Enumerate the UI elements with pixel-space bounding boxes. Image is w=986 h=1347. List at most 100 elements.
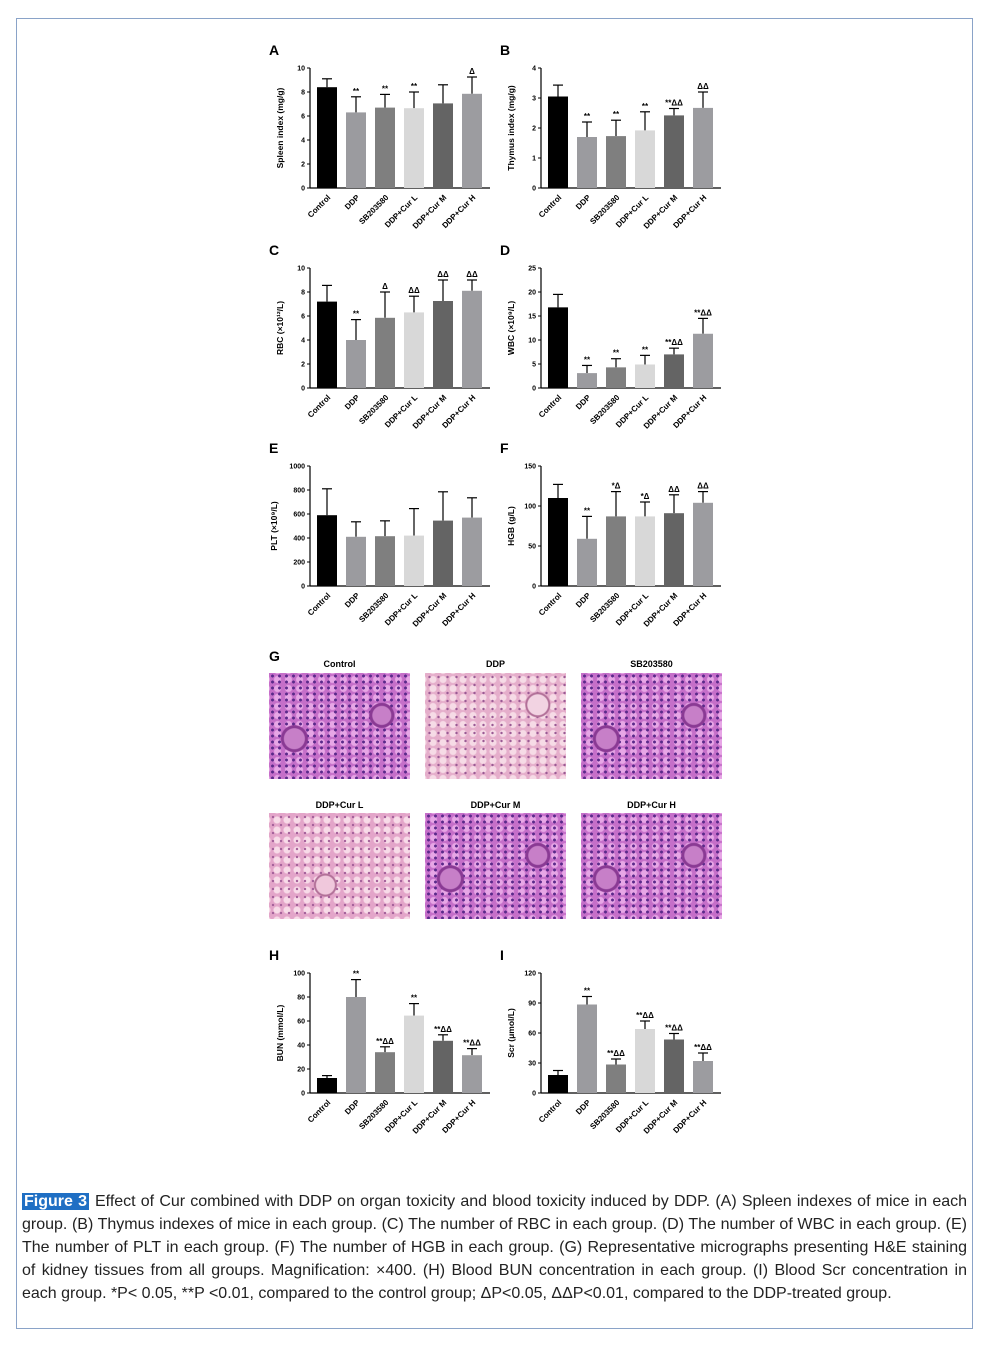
significance-label: *Δ	[612, 482, 621, 491]
significance-label: **	[353, 970, 360, 979]
y-tick-label: 0	[532, 186, 536, 193]
micrograph-title: SB203580	[630, 659, 673, 669]
bar-sb203580	[606, 1064, 626, 1093]
micrograph-control	[269, 673, 410, 779]
bar-ddp-cur-l	[635, 130, 655, 188]
x-tick-label: DDP	[343, 591, 362, 610]
micrograph-ddp-cur-h	[581, 813, 722, 919]
bar-ddp	[346, 112, 366, 188]
bar-ddp-cur-m	[433, 1040, 453, 1093]
bar-ddp-cur-m	[664, 354, 684, 388]
figure-caption: Figure 3 Effect of Cur combined with DDP …	[22, 1190, 967, 1305]
caption-text: Effect of Cur combined with DDP on organ…	[22, 1193, 968, 1302]
bar-ddp	[577, 538, 597, 586]
bar-ddp	[577, 373, 597, 388]
significance-label: **ΔΔ	[665, 1024, 683, 1033]
bar-ddp-cur-h	[462, 1055, 482, 1093]
bar-control	[317, 301, 337, 388]
x-tick-label: Control	[306, 193, 332, 219]
y-axis-label: HGB (g/L)	[506, 506, 516, 546]
significance-label: **ΔΔ	[434, 1025, 452, 1034]
micrograph-title: DDP+Cur H	[627, 800, 676, 810]
bar-ddp-cur-h	[462, 290, 482, 388]
bar-ddp-cur-h	[693, 502, 713, 586]
significance-label: ΔΔ	[408, 286, 420, 295]
significance-label: ΔΔ	[697, 82, 709, 91]
y-tick-label: 10	[297, 266, 305, 273]
significance-label: ΔΔ	[697, 482, 709, 491]
x-tick-label: Control	[306, 591, 332, 617]
significance-label: **ΔΔ	[636, 1011, 654, 1020]
y-tick-label: 4	[532, 66, 536, 73]
micrograph-ddp-cur-m	[425, 813, 566, 919]
y-tick-label: 100	[293, 971, 305, 978]
significance-label: **	[584, 355, 591, 364]
panel-label: F	[500, 440, 509, 456]
bar-ddp	[346, 340, 366, 388]
micrograph-title: DDP+Cur M	[470, 800, 521, 810]
bar-ddp-cur-m	[433, 520, 453, 586]
significance-label: *Δ	[641, 492, 650, 501]
micrograph-ddp	[425, 673, 566, 779]
micrograph-title: DDP+Cur L	[315, 800, 364, 810]
y-tick-label: 15	[528, 314, 536, 321]
significance-label: **ΔΔ	[665, 99, 683, 108]
y-tick-label: 20	[528, 290, 536, 297]
y-tick-label: 120	[524, 971, 536, 978]
bar-sb203580	[606, 516, 626, 586]
significance-label: ΔΔ	[668, 485, 680, 494]
significance-label: **	[613, 349, 620, 358]
y-tick-label: 5	[532, 362, 536, 369]
significance-label: Δ	[382, 282, 388, 291]
y-tick-label: 10	[528, 338, 536, 345]
bar-ddp-cur-h	[693, 107, 713, 188]
x-tick-label: Control	[306, 1098, 332, 1124]
significance-label: **	[584, 987, 591, 996]
bar-sb203580	[375, 317, 395, 388]
panel-label-g: G	[269, 648, 280, 664]
x-tick-label: Control	[537, 1098, 563, 1124]
x-tick-label: Control	[537, 393, 563, 419]
y-tick-label: 400	[293, 536, 305, 543]
significance-label: **ΔΔ	[694, 308, 712, 317]
bar-ddp-cur-l	[404, 312, 424, 388]
significance-label: **ΔΔ	[665, 338, 683, 347]
x-tick-label: DDP	[343, 393, 362, 412]
bar-ddp-cur-l	[635, 516, 655, 586]
y-tick-label: 0	[301, 1091, 305, 1098]
bar-ddp-cur-m	[664, 1039, 684, 1093]
y-tick-label: 2	[532, 126, 536, 133]
significance-label: **	[642, 102, 649, 111]
micrograph-title: Control	[323, 659, 356, 669]
significance-label: **ΔΔ	[463, 1039, 481, 1048]
y-axis-label: RBC (×10¹²/L)	[275, 301, 285, 355]
panel-label: C	[269, 242, 280, 258]
bar-ddp-cur-l	[635, 1029, 655, 1093]
y-tick-label: 0	[301, 584, 305, 591]
bar-control	[548, 96, 568, 188]
x-tick-label: Control	[537, 591, 563, 617]
bar-ddp	[577, 137, 597, 188]
significance-label: **ΔΔ	[694, 1043, 712, 1052]
significance-label: **	[411, 994, 418, 1003]
y-tick-label: 1	[532, 156, 536, 163]
y-tick-label: 0	[532, 584, 536, 591]
y-tick-label: 0	[301, 186, 305, 193]
significance-label: **	[584, 112, 591, 121]
bar-sb203580	[375, 1052, 395, 1093]
y-tick-label: 200	[293, 560, 305, 567]
significance-label: **ΔΔ	[376, 1037, 394, 1046]
y-tick-label: 50	[528, 544, 536, 551]
significance-label: **	[353, 310, 360, 319]
bar-control	[317, 515, 337, 586]
figure-frame	[16, 18, 973, 1329]
significance-label: **	[642, 345, 649, 354]
micrograph-title: DDP	[485, 659, 505, 669]
bar-sb203580	[375, 536, 395, 586]
y-tick-label: 600	[293, 512, 305, 519]
significance-label: **	[411, 82, 418, 91]
bar-control	[317, 87, 337, 188]
y-tick-label: 60	[528, 1031, 536, 1038]
